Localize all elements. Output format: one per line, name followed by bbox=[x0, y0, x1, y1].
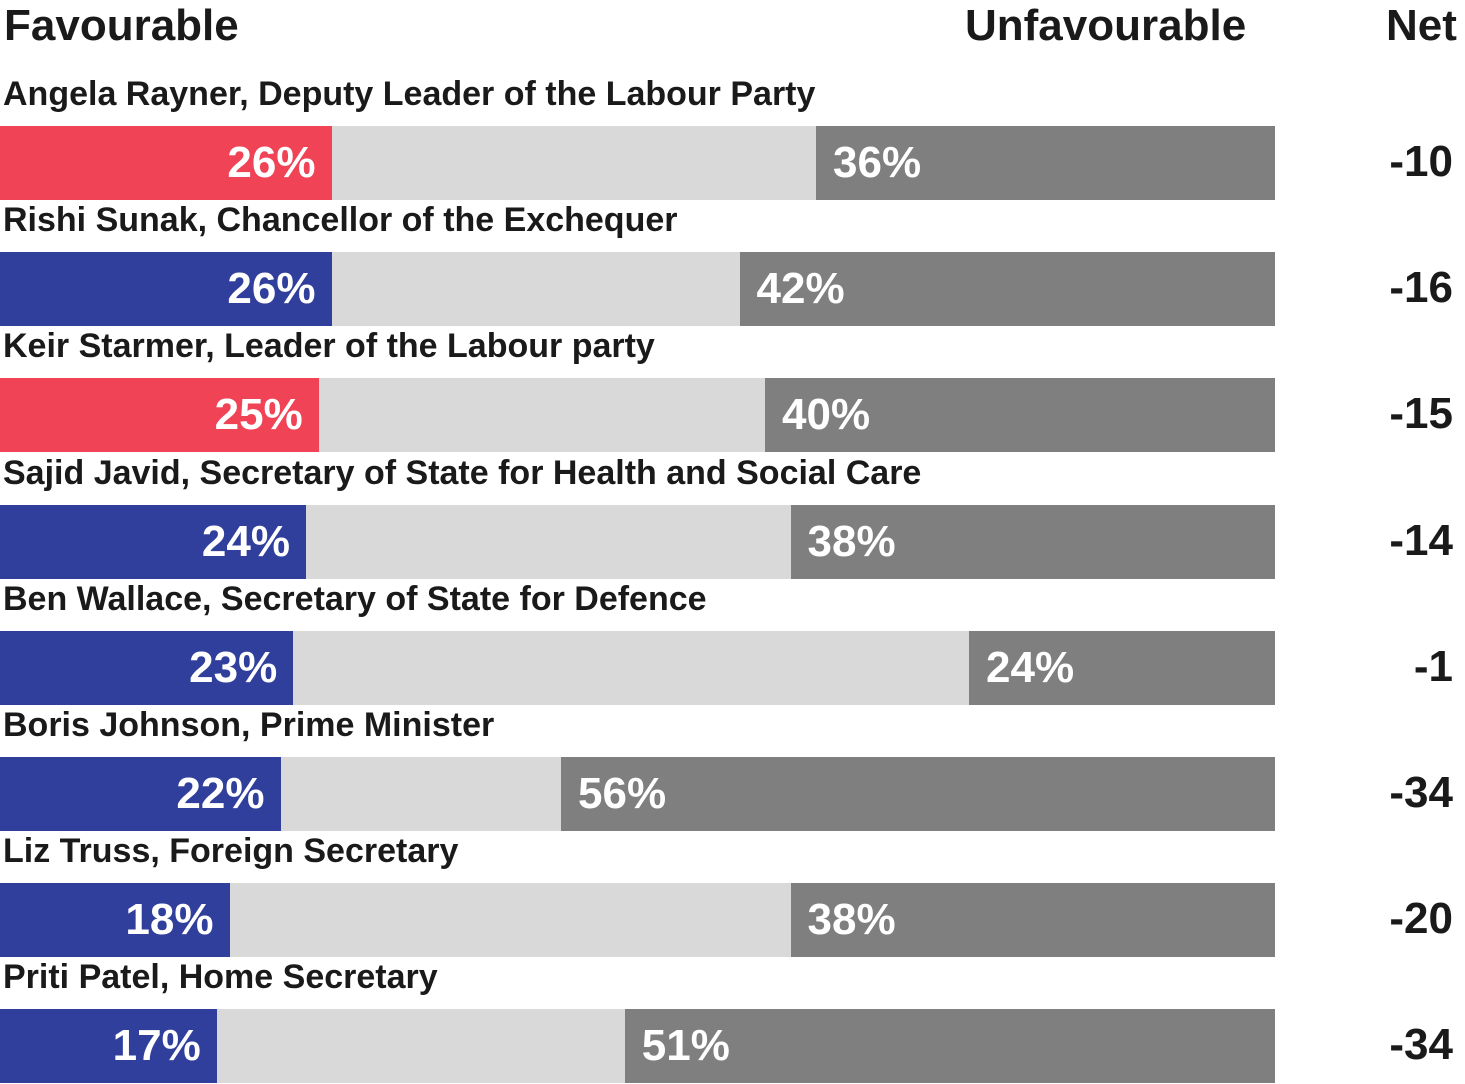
favourable-value-label: 22% bbox=[176, 769, 265, 818]
net-value: -1 bbox=[1413, 642, 1453, 691]
favourable-bar bbox=[0, 883, 230, 957]
net-value: -20 bbox=[1389, 894, 1453, 943]
unfavourable-bar bbox=[790, 505, 1275, 579]
bar-track: 25% 40% bbox=[0, 378, 1275, 452]
unfavourable-bar bbox=[561, 757, 1275, 831]
favourable-value-label: 26% bbox=[227, 138, 316, 187]
bar-track: 22% 56% bbox=[0, 757, 1275, 831]
unfavourable-value-label: 38% bbox=[807, 895, 896, 944]
net-value: -14 bbox=[1389, 516, 1453, 565]
row-label: Priti Patel, Home Secretary bbox=[3, 958, 438, 996]
net-value: -34 bbox=[1389, 1020, 1453, 1069]
favourable-bar bbox=[0, 126, 332, 200]
unfavourable-value-label: 56% bbox=[578, 769, 667, 818]
favourable-bar bbox=[0, 1009, 217, 1083]
row-label: Angela Rayner, Deputy Leader of the Labo… bbox=[3, 75, 816, 113]
favourable-bar bbox=[0, 505, 306, 579]
unfavourable-value-label: 38% bbox=[807, 517, 896, 566]
unfavourable-bar bbox=[969, 631, 1275, 705]
favourable-value-label: 24% bbox=[201, 517, 290, 566]
unfavourable-bar bbox=[765, 378, 1275, 452]
favourable-bar bbox=[0, 757, 281, 831]
unfavourable-bar bbox=[739, 252, 1275, 326]
unfavourable-bar bbox=[624, 1009, 1275, 1083]
row-label: Keir Starmer, Leader of the Labour party bbox=[3, 327, 655, 365]
favourable-value-label: 18% bbox=[125, 895, 214, 944]
unfavourable-value-label: 36% bbox=[833, 138, 922, 187]
bar-track: 23% 24% bbox=[0, 631, 1275, 705]
row-label: Ben Wallace, Secretary of State for Defe… bbox=[3, 580, 707, 618]
row-label: Boris Johnson, Prime Minister bbox=[3, 706, 495, 744]
favourable-value-label: 26% bbox=[227, 264, 316, 313]
unfavourable-bar bbox=[790, 883, 1275, 957]
favourable-bar bbox=[0, 631, 294, 705]
row-label: Rishi Sunak, Chancellor of the Exchequer bbox=[3, 201, 678, 239]
bar-track: 26% 42% bbox=[0, 252, 1275, 326]
unfavourable-value-label: 51% bbox=[641, 1021, 730, 1070]
net-value: -10 bbox=[1389, 137, 1453, 186]
unfavourable-bar bbox=[816, 126, 1275, 200]
unfavourable-value-label: 40% bbox=[782, 390, 871, 439]
bar-track: 17% 51% bbox=[0, 1009, 1275, 1083]
bar-track: 18% 38% bbox=[0, 883, 1275, 957]
favourable-bar bbox=[0, 252, 332, 326]
net-value: -34 bbox=[1389, 768, 1453, 817]
row-label: Liz Truss, Foreign Secretary bbox=[3, 832, 459, 870]
unfavourable-value-label: 24% bbox=[986, 643, 1075, 692]
favourable-value-label: 25% bbox=[214, 390, 303, 439]
unfavourable-value-label: 42% bbox=[756, 264, 845, 313]
unfavourable-header: Unfavourable bbox=[965, 1, 1247, 50]
net-value: -16 bbox=[1389, 263, 1453, 312]
row-label: Sajid Javid, Secretary of State for Heal… bbox=[3, 454, 922, 492]
favourable-value-label: 23% bbox=[189, 643, 278, 692]
net-value: -15 bbox=[1389, 389, 1453, 438]
bar-track: 26% 36% bbox=[0, 126, 1275, 200]
net-header: Net bbox=[1386, 1, 1457, 50]
favourable-value-label: 17% bbox=[112, 1021, 201, 1070]
favourable-header: Favourable bbox=[4, 1, 239, 50]
favourable-bar bbox=[0, 378, 319, 452]
bar-track: 24% 38% bbox=[0, 505, 1275, 579]
